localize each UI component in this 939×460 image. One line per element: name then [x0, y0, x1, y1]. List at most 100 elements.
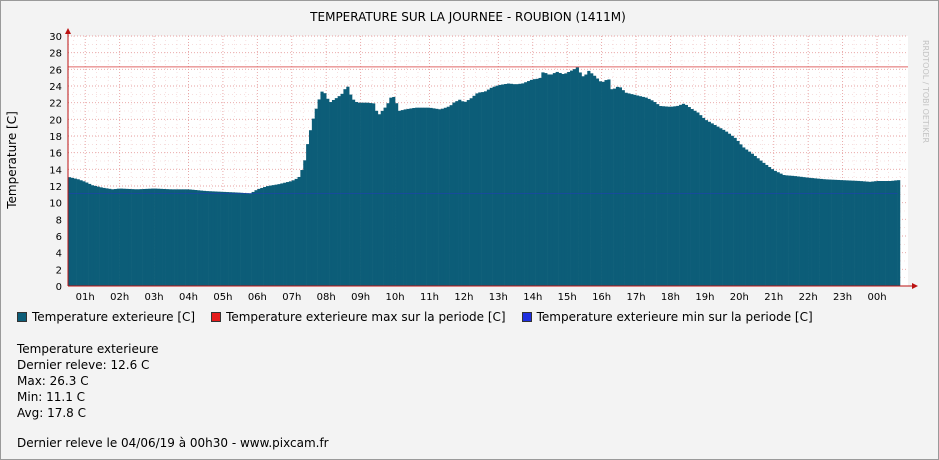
- x-tick-label: 05h: [213, 292, 232, 300]
- data-bar: [848, 180, 852, 286]
- data-bar: [182, 189, 186, 286]
- data-bar: [286, 182, 290, 286]
- data-bar: [828, 179, 832, 286]
- data-bar: [822, 179, 826, 286]
- x-tick-label: 16h: [592, 292, 611, 300]
- data-bar: [179, 189, 184, 286]
- data-bar: [808, 177, 812, 286]
- data-bar: [85, 182, 89, 286]
- data-bar: [532, 79, 536, 286]
- data-bar: [538, 77, 542, 286]
- x-tick-label: 02h: [110, 292, 129, 300]
- data-bar: [300, 170, 304, 286]
- data-bar: [452, 102, 456, 287]
- data-bar: [593, 75, 597, 286]
- y-tick-label: 8: [56, 215, 62, 226]
- series-0: [68, 67, 901, 287]
- data-bar: [690, 109, 694, 286]
- data-bar: [197, 190, 201, 286]
- data-bar: [426, 107, 430, 287]
- data-bar: [257, 188, 261, 286]
- data-bar: [730, 135, 734, 286]
- data-bar: [418, 107, 422, 287]
- data-bar: [613, 88, 617, 287]
- data-bar: [136, 189, 141, 286]
- temperature-chart: TEMPERATURE SUR LA JOURNEE - ROUBION (14…: [5, 10, 918, 300]
- data-bar: [288, 181, 293, 286]
- data-bar: [271, 185, 275, 286]
- data-bar: [248, 193, 252, 286]
- y-tick-label: 26: [49, 65, 62, 76]
- data-bar: [483, 91, 488, 286]
- data-bar: [673, 106, 677, 286]
- data-bar: [277, 184, 281, 286]
- data-bar: [710, 123, 714, 286]
- data-bar: [544, 73, 548, 286]
- data-bar: [527, 81, 531, 286]
- data-bar: [395, 103, 399, 286]
- x-axis-arrow: [912, 283, 918, 289]
- data-bar: [380, 110, 384, 286]
- data-bar: [122, 188, 126, 286]
- data-bar: [145, 188, 149, 286]
- data-bar: [174, 189, 178, 286]
- data-bar: [340, 93, 344, 287]
- stats-title: Temperature exterieure: [17, 342, 159, 356]
- x-tick-label: 03h: [145, 292, 164, 300]
- data-bar: [696, 112, 700, 286]
- data-bar: [779, 173, 783, 286]
- data-bar: [759, 160, 763, 286]
- y-tick-label: 12: [49, 182, 62, 193]
- data-bar: [165, 189, 169, 286]
- y-axis-label: Temperature [C]: [5, 111, 19, 210]
- data-bar: [745, 149, 749, 286]
- x-tick-label: 00h: [867, 292, 886, 300]
- data-bar: [658, 106, 663, 286]
- x-tick-label: 19h: [695, 292, 714, 300]
- data-bar: [191, 189, 195, 286]
- y-tick-label: 2: [56, 265, 62, 276]
- data-bar: [102, 187, 106, 286]
- data-bar: [168, 189, 172, 286]
- data-bar: [564, 73, 568, 286]
- axes: [65, 28, 918, 289]
- data-bar: [845, 180, 849, 286]
- y-axis-arrow: [65, 28, 71, 34]
- data-bar: [409, 108, 413, 286]
- stats-max: Max: 26.3 C: [17, 374, 89, 388]
- data-bar: [90, 185, 95, 286]
- data-bar: [303, 160, 307, 286]
- data-bar: [251, 191, 255, 286]
- data-bar: [154, 188, 158, 286]
- data-bar: [131, 189, 135, 286]
- data-bar: [343, 89, 347, 286]
- data-bar: [194, 190, 198, 286]
- data-bar: [856, 180, 861, 286]
- data-bar: [868, 181, 872, 286]
- data-bar: [79, 180, 83, 286]
- data-bar: [245, 193, 250, 286]
- data-bar: [429, 107, 433, 286]
- data-bar: [813, 178, 818, 286]
- data-bar: [199, 190, 204, 286]
- data-bar: [415, 107, 419, 287]
- x-tick-label: 20h: [730, 292, 749, 300]
- y-tick-label: 20: [49, 115, 62, 126]
- y-tick-label: 30: [49, 32, 62, 43]
- data-bar: [177, 189, 181, 286]
- stats-min: Min: 11.1 C: [17, 390, 86, 404]
- data-bar: [372, 103, 376, 286]
- data-bar: [323, 93, 327, 286]
- x-tick-label: 13h: [489, 292, 508, 300]
- data-bar: [392, 96, 396, 286]
- data-bar: [879, 181, 884, 286]
- data-bar: [142, 188, 146, 286]
- data-bar: [76, 179, 80, 286]
- data-bar: [859, 181, 863, 286]
- data-bar: [541, 72, 545, 286]
- x-tick-label: 10h: [386, 292, 405, 300]
- data-bar: [119, 188, 123, 286]
- data-bar: [412, 107, 416, 286]
- data-bar: [736, 140, 740, 286]
- x-tick-label: 17h: [627, 292, 646, 300]
